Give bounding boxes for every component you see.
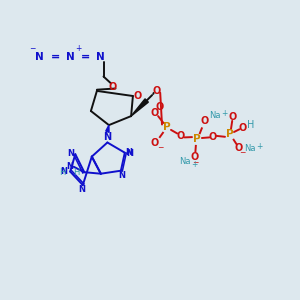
Text: N: N [96, 52, 105, 62]
Text: O: O [177, 131, 185, 141]
Text: Na: Na [179, 157, 191, 166]
Polygon shape [131, 99, 148, 116]
Text: O: O [235, 143, 243, 153]
Text: N: N [125, 148, 133, 157]
Text: Na: Na [244, 144, 256, 153]
Text: O: O [229, 112, 237, 122]
Text: −: − [29, 44, 36, 53]
Text: N: N [103, 132, 112, 142]
Text: −: − [239, 148, 245, 158]
Text: N: N [79, 185, 86, 194]
Text: +: + [256, 142, 262, 151]
Text: H: H [59, 168, 66, 177]
Text: Na: Na [209, 111, 221, 120]
Polygon shape [106, 125, 109, 132]
Text: O: O [151, 138, 159, 148]
Text: =: = [81, 52, 90, 62]
Text: P: P [193, 134, 200, 145]
Text: −: − [157, 143, 163, 152]
Text: O: O [151, 108, 159, 118]
Text: N: N [60, 167, 67, 176]
Text: O: O [152, 86, 161, 97]
Text: H: H [248, 120, 255, 130]
Text: +: + [75, 44, 81, 53]
Text: O: O [133, 91, 142, 101]
Text: O: O [156, 101, 164, 112]
Text: −: − [192, 158, 198, 167]
Text: N: N [67, 162, 74, 171]
Text: H: H [73, 168, 80, 177]
Text: =: = [51, 52, 60, 62]
Text: O: O [108, 82, 117, 92]
Text: O: O [209, 131, 217, 142]
Text: N: N [34, 52, 43, 62]
Text: O: O [239, 123, 247, 133]
Text: N: N [126, 149, 133, 158]
Text: P: P [163, 122, 170, 133]
Text: O: O [191, 152, 199, 162]
Text: O: O [201, 116, 209, 126]
Text: +: + [221, 109, 227, 118]
Text: N: N [66, 52, 75, 62]
Text: P: P [226, 129, 233, 140]
Text: +: + [191, 160, 197, 169]
Text: N: N [118, 171, 125, 180]
Text: N: N [67, 149, 74, 158]
